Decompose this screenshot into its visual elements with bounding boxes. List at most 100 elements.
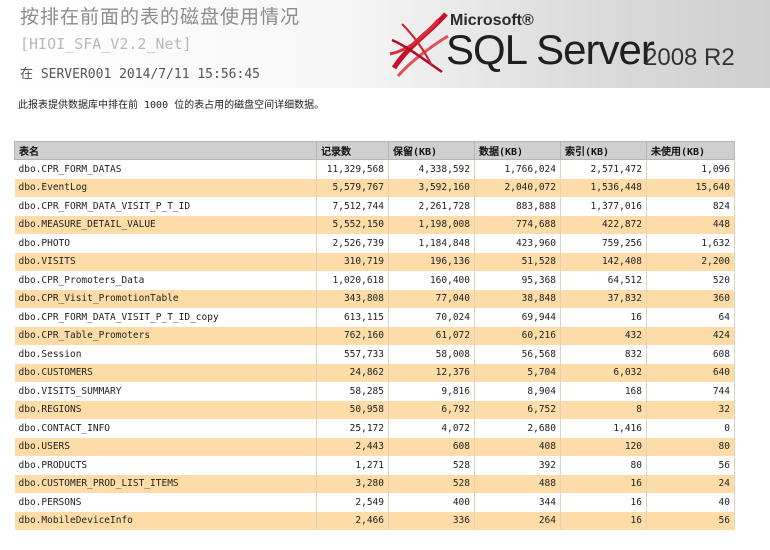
- table-row: dbo.CONTACT_INFO 25,172 4,072 2,680 1,416 0: [14, 419, 735, 438]
- table-row: dbo.PHOTO 2,526,739 1,184,848 423,960 759,25…: [14, 234, 735, 253]
- table-value-cell: 824: [646, 197, 735, 216]
- table-value-cell: 762,160: [316, 326, 389, 345]
- table-value-cell: 400: [388, 493, 475, 512]
- table-value-cell: 310,719: [316, 252, 389, 271]
- logo-product: SQL Server: [446, 26, 655, 73]
- table-value-cell: 56: [646, 511, 735, 530]
- table-value-cell: 80: [646, 437, 735, 456]
- table-name-cell: dbo.CPR_Table_Promoters: [14, 326, 317, 345]
- table-value-cell: 142,408: [560, 252, 647, 271]
- table-value-cell: 7,512,744: [316, 197, 389, 216]
- table-name-cell: dbo.EventLog: [14, 178, 317, 197]
- table-value-cell: 1,632: [646, 234, 735, 253]
- table-name-cell: dbo.PHOTO: [14, 234, 317, 253]
- table-row: dbo.Session 557,733 58,008 56,568 832 608: [14, 345, 735, 364]
- column-header[interactable]: 表名: [14, 141, 317, 160]
- table-row: dbo.VISITS 310,719 196,136 51,528 142,408 2,2…: [14, 252, 735, 271]
- table-name-cell: dbo.REGIONS: [14, 400, 317, 419]
- table-value-cell: 640: [646, 363, 735, 382]
- report-banner: [0, 0, 770, 88]
- table-value-cell: 336: [388, 511, 475, 530]
- table-value-cell: 69,944: [474, 308, 561, 327]
- table-value-cell: 608: [646, 345, 735, 364]
- disk-usage-table: 表名 记录数 保留(KB) 数据(KB) 索引(KB) 未使用(KB) dbo.CPR_F…: [14, 141, 735, 530]
- table-value-cell: 37,832: [560, 289, 647, 308]
- table-value-cell: 70,024: [388, 308, 475, 327]
- table-value-cell: 95,368: [474, 271, 561, 290]
- table-value-cell: 408: [474, 437, 561, 456]
- column-header[interactable]: 记录数: [316, 141, 389, 160]
- table-value-cell: 5,579,767: [316, 178, 389, 197]
- logo-microsoft: Microsoft®: [450, 12, 534, 29]
- table-value-cell: 424: [646, 326, 735, 345]
- table-value-cell: 168: [560, 382, 647, 401]
- table-value-cell: 6,792: [388, 400, 475, 419]
- table-row: dbo.PRODUCTS 1,271 528 392 80 56: [14, 456, 735, 475]
- table-value-cell: 4,072: [388, 419, 475, 438]
- table-value-cell: 61,072: [388, 326, 475, 345]
- table-value-cell: 3,280: [316, 474, 389, 493]
- table-row: dbo.MobileDeviceInfo 2,466 336 264 16 56: [14, 511, 735, 530]
- table-value-cell: 2,261,728: [388, 197, 475, 216]
- table-value-cell: 608: [388, 437, 475, 456]
- table-value-cell: 80: [560, 456, 647, 475]
- table-value-cell: 0: [646, 419, 735, 438]
- table-value-cell: 883,888: [474, 197, 561, 216]
- table-row: dbo.CUSTOMER_PROD_LIST_ITEMS 3,280 528 488 1…: [14, 474, 735, 493]
- table-value-cell: 11,329,568: [316, 159, 389, 179]
- table-row: dbo.EventLog 5,579,767 3,592,160 2,040,072 1…: [14, 178, 735, 197]
- table-value-cell: 528: [388, 456, 475, 475]
- table-value-cell: 360: [646, 289, 735, 308]
- table-value-cell: 6,752: [474, 400, 561, 419]
- table-value-cell: 557,733: [316, 345, 389, 364]
- table-value-cell: 832: [560, 345, 647, 364]
- table-value-cell: 2,040,072: [474, 178, 561, 197]
- column-header[interactable]: 数据(KB): [474, 141, 561, 160]
- table-value-cell: 16: [560, 308, 647, 327]
- table-row: dbo.PERSONS 2,549 400 344 16 40: [14, 493, 735, 512]
- report-description: 此报表提供数据库中排在前 1000 位的表占用的磁盘空间详细数据。: [18, 100, 325, 111]
- table-value-cell: 422,872: [560, 215, 647, 234]
- table-value-cell: 40: [646, 493, 735, 512]
- table-value-cell: 58,008: [388, 345, 475, 364]
- table-value-cell: 5,552,150: [316, 215, 389, 234]
- table-row: dbo.CPR_Table_Promoters 762,160 61,072 60,2…: [14, 326, 735, 345]
- table-name-cell: dbo.CUSTOMER_PROD_LIST_ITEMS: [14, 474, 317, 493]
- table-name-cell: dbo.PERSONS: [14, 493, 317, 512]
- table-value-cell: 2,466: [316, 511, 389, 530]
- table-value-cell: 4,338,592: [388, 159, 475, 179]
- table-value-cell: 77,040: [388, 289, 475, 308]
- server-timestamp: 在 SERVER001 2014/7/11 15:56:45: [20, 67, 260, 82]
- table-row: dbo.VISITS_SUMMARY 58,285 9,816 8,904 168 744: [14, 382, 735, 401]
- table-row: dbo.CPR_Promoters_Data 1,020,618 160,400 95…: [14, 271, 735, 290]
- table-name-cell: dbo.CPR_Visit_PromotionTable: [14, 289, 317, 308]
- column-header[interactable]: 保留(KB): [388, 141, 475, 160]
- table-row: dbo.CPR_FORM_DATA_VISIT_P_T_ID_copy 613,1…: [14, 308, 735, 327]
- table-value-cell: 16: [560, 474, 647, 493]
- column-header[interactable]: 未使用(KB): [646, 141, 735, 160]
- table-row: dbo.CPR_FORM_DATA_VISIT_P_T_ID 7,512,744 2…: [14, 197, 735, 216]
- table-row: dbo.REGIONS 50,958 6,792 6,752 8 32: [14, 400, 735, 419]
- sql-server-logo-icon: [389, 12, 449, 77]
- table-value-cell: 24,862: [316, 363, 389, 382]
- database-name: [HIOI_SFA_V2.2_Net]: [20, 35, 192, 53]
- table-value-cell: 6,032: [560, 363, 647, 382]
- table-name-cell: dbo.Session: [14, 345, 317, 364]
- table-value-cell: 1,377,016: [560, 197, 647, 216]
- table-value-cell: 15,640: [646, 178, 735, 197]
- table-value-cell: 2,526,739: [316, 234, 389, 253]
- table-value-cell: 520: [646, 271, 735, 290]
- table-name-cell: dbo.CONTACT_INFO: [14, 419, 317, 438]
- column-header[interactable]: 索引(KB): [560, 141, 647, 160]
- table-value-cell: 2,443: [316, 437, 389, 456]
- table-value-cell: 12,376: [388, 363, 475, 382]
- table-value-cell: 1,536,448: [560, 178, 647, 197]
- table-value-cell: 38,848: [474, 289, 561, 308]
- logo-version: 2008 R2: [644, 44, 735, 71]
- table-row: dbo.CPR_FORM_DATAS 11,329,568 4,338,592 1,7…: [14, 159, 735, 179]
- table-header-row: 表名 记录数 保留(KB) 数据(KB) 索引(KB) 未使用(KB): [14, 141, 735, 160]
- table-value-cell: 9,816: [388, 382, 475, 401]
- sql-server-logo: Microsoft® SQL Server 2008 R2: [388, 4, 758, 84]
- table-value-cell: 744: [646, 382, 735, 401]
- table-name-cell: dbo.CUSTOMERS: [14, 363, 317, 382]
